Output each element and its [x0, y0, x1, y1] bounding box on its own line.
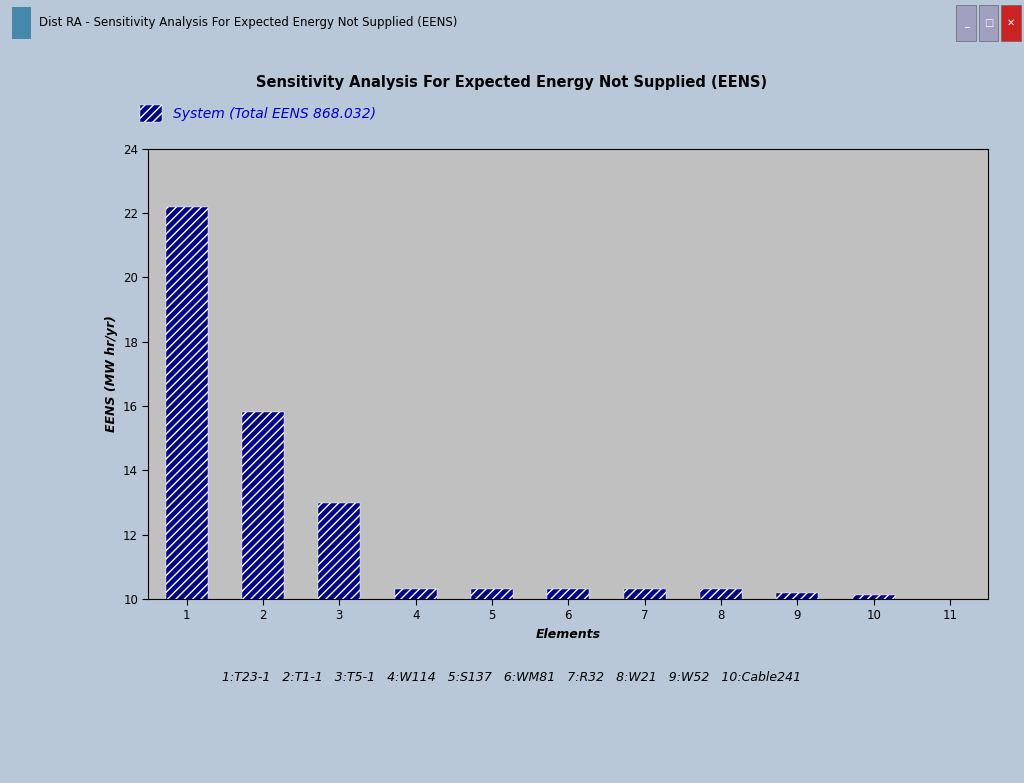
Bar	[547, 589, 589, 783]
Text: Sensitivity Analysis For Expected Energy Not Supplied (EENS): Sensitivity Analysis For Expected Energy…	[256, 74, 768, 90]
Bar	[12, 7, 31, 38]
Bar	[394, 589, 436, 783]
X-axis label: Elements: Elements	[536, 628, 601, 641]
Legend: System (Total EENS 868.032): System (Total EENS 868.032)	[140, 105, 377, 122]
Text: □: □	[984, 18, 993, 27]
Bar	[956, 5, 976, 41]
Bar	[166, 207, 208, 783]
Y-axis label: EENS (MW hr/yr): EENS (MW hr/yr)	[104, 316, 118, 432]
Bar	[700, 589, 742, 783]
Text: ✕: ✕	[1008, 18, 1015, 27]
Bar	[853, 595, 895, 783]
Text: _: _	[964, 18, 969, 27]
Text: 1:T23-1   2:T1-1   3:T5-1   4:W114   5:S137   6:WM81   7:R32   8:W21   9:W52   1: 1:T23-1 2:T1-1 3:T5-1 4:W114 5:S137 6:WM…	[222, 671, 802, 684]
Text: Dist RA - Sensitivity Analysis For Expected Energy Not Supplied (EENS): Dist RA - Sensitivity Analysis For Expec…	[39, 16, 458, 29]
Bar	[624, 589, 666, 783]
Bar	[776, 594, 818, 783]
Bar	[242, 413, 284, 783]
Bar	[318, 503, 360, 783]
Bar	[1001, 5, 1021, 41]
Bar	[471, 589, 513, 783]
Bar	[979, 5, 998, 41]
